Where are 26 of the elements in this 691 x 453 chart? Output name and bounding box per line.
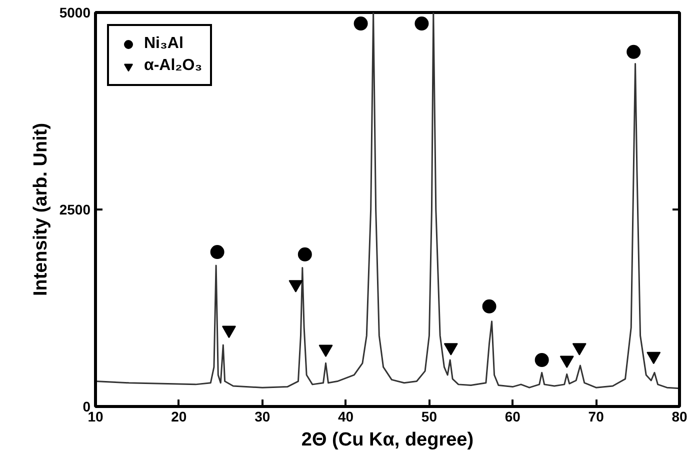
point bbox=[626, 44, 641, 59]
point bbox=[288, 280, 303, 292]
point bbox=[210, 245, 224, 260]
line-series bbox=[96, 12, 680, 390]
point bbox=[444, 343, 458, 356]
x-tick-label: 80 bbox=[672, 408, 688, 424]
y-tick-label: 5000 bbox=[59, 4, 91, 20]
point bbox=[354, 16, 368, 31]
y-tick-label: 2500 bbox=[59, 202, 91, 218]
point bbox=[298, 247, 312, 262]
y-axis-title: Intensity (arb. Unit) bbox=[30, 122, 52, 296]
legend-label: α-Al₂O₃ bbox=[144, 57, 202, 75]
point bbox=[646, 352, 661, 364]
x-tick-label: 20 bbox=[171, 408, 187, 424]
point bbox=[560, 356, 574, 368]
legend-label: Ni₃Al bbox=[144, 35, 184, 53]
point bbox=[414, 16, 429, 31]
x-tick-label: 40 bbox=[338, 408, 354, 424]
x-tick-label: 50 bbox=[421, 408, 438, 424]
point bbox=[318, 344, 333, 357]
point bbox=[222, 326, 236, 338]
x-tick-label: 70 bbox=[588, 408, 604, 424]
x-tick-label: 60 bbox=[504, 408, 521, 424]
x-tick-label: 30 bbox=[254, 408, 270, 424]
point bbox=[572, 343, 586, 356]
x-axis-title: 2Θ (Cu Kα, degree) bbox=[301, 430, 474, 450]
